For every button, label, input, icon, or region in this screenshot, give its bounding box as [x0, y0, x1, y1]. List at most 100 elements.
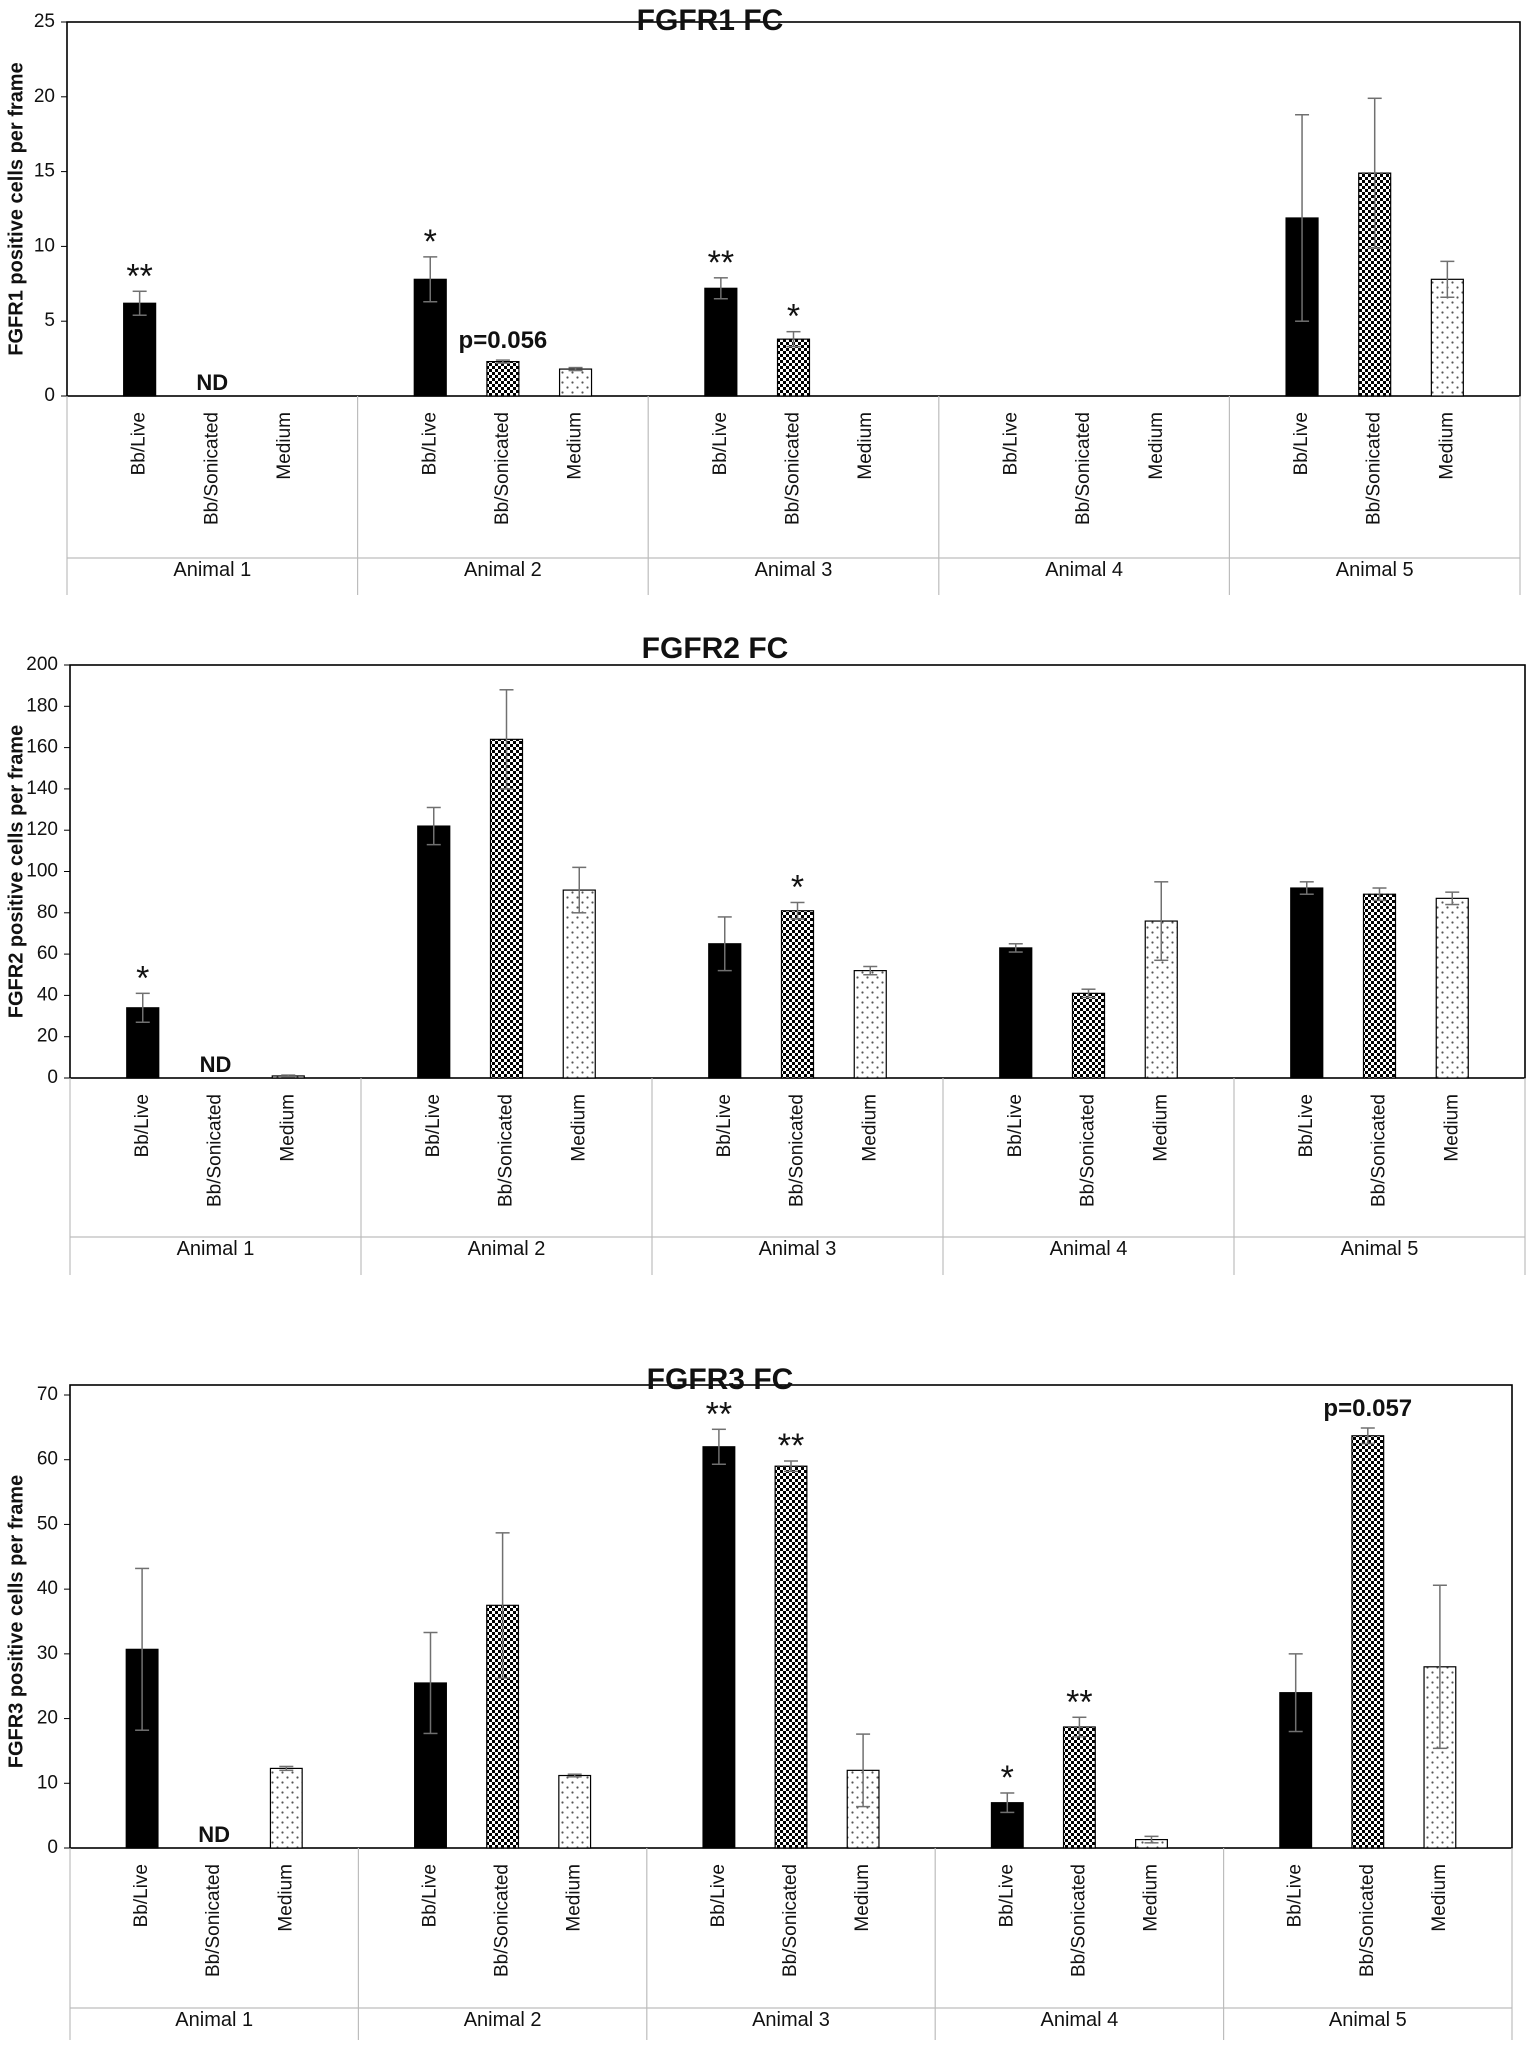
- condition-tick-label: Medium: [275, 1864, 296, 1932]
- y-tick-label: 30: [37, 1643, 58, 1664]
- significance-star: **: [708, 244, 734, 282]
- y-tick-label: 20: [37, 1026, 58, 1047]
- annotation-note: p=0.056: [459, 327, 548, 354]
- condition-tick-label: Bb/Live: [1000, 412, 1021, 475]
- y-tick-label: 40: [37, 1578, 58, 1599]
- condition-tick-label: Bb/Live: [1285, 1864, 1306, 1927]
- condition-tick-label: Bb/Sonicated: [496, 1094, 517, 1207]
- condition-tick-label: Bb/Sonicated: [780, 1864, 801, 1977]
- condition-tick-label: Medium: [274, 412, 295, 480]
- significance-star: **: [706, 1395, 732, 1433]
- condition-tick-label: Medium: [1150, 1094, 1171, 1162]
- condition-tick-label: Medium: [1436, 412, 1457, 480]
- y-tick-label: 200: [26, 654, 58, 675]
- condition-tick-label: Medium: [859, 1094, 880, 1162]
- bar-bb-live: [123, 302, 157, 397]
- annotation-note: p=0.057: [1323, 1395, 1412, 1422]
- bar-medium: [558, 1774, 592, 1849]
- bar-medium: [562, 889, 596, 1079]
- group-label: Animal 4: [1045, 559, 1123, 581]
- condition-tick-label: Bb/Sonicated: [203, 1864, 224, 1977]
- bar-medium: [853, 970, 887, 1079]
- y-tick-label: 60: [37, 943, 58, 964]
- bar-medium: [558, 368, 593, 397]
- condition-tick-label: Bb/Live: [708, 1864, 729, 1927]
- group-label: Animal 5: [1336, 559, 1414, 581]
- condition-tick-label: Medium: [855, 412, 876, 480]
- y-tick-label: 20: [34, 86, 55, 107]
- y-axis-label: FGFR3 positive cells per frame: [5, 1475, 27, 1768]
- significance-star: *: [1001, 1759, 1014, 1797]
- condition-tick-label: Medium: [564, 1864, 585, 1932]
- fgfr1-chart: FGFR1 FC 0 5 10 15 20 25 FGFR1 positive cells p…: [5, 4, 1521, 595]
- not-detected-label: ND: [198, 1822, 230, 1847]
- y-tick-label: 120: [26, 819, 58, 840]
- bar-medium: [1435, 897, 1469, 1079]
- bar-bb-live: [999, 947, 1033, 1079]
- group-label: Animal 1: [175, 2009, 253, 2031]
- y-tick-label: 10: [34, 235, 55, 256]
- group-label: Animal 3: [752, 2009, 830, 2031]
- bar-bb-sonicated: [780, 910, 815, 1079]
- y-tick-label: 140: [26, 778, 58, 799]
- group-label: Animal 3: [755, 559, 833, 581]
- bar-bb-sonicated: [774, 1465, 808, 1849]
- y-tick-label: 25: [34, 11, 55, 32]
- condition-tick-label: Medium: [568, 1094, 589, 1162]
- y-tick-label: 10: [37, 1772, 58, 1793]
- bar-bb-live: [704, 287, 738, 397]
- condition-tick-label: Medium: [852, 1864, 873, 1932]
- condition-tick-label: Bb/Sonicated: [787, 1094, 808, 1207]
- y-tick-label: 40: [37, 984, 58, 1005]
- chart-title: FGFR2 FC: [642, 632, 789, 665]
- condition-tick-label: Bb/Sonicated: [1364, 412, 1385, 525]
- group-label: Animal 1: [177, 1238, 255, 1260]
- y-tick-label: 15: [34, 161, 55, 182]
- condition-tick-label: Bb/Live: [1291, 412, 1312, 475]
- condition-tick-label: Medium: [277, 1094, 298, 1162]
- y-axis-label: FGFR1 positive cells per frame: [5, 62, 27, 355]
- condition-tick-label: Bb/Live: [714, 1094, 735, 1157]
- y-tick-label: 100: [26, 861, 58, 882]
- condition-tick-label: Bb/Sonicated: [1357, 1864, 1378, 1977]
- fgfr2-chart: FGFR2 FC 0 20 40 60 80 100 120 140 160 180 200 FGFR2…: [5, 632, 1526, 1275]
- condition-tick-label: Bb/Live: [419, 412, 440, 475]
- condition-tick-label: Bb/Sonicated: [201, 412, 222, 525]
- not-detected-label: ND: [196, 370, 228, 395]
- condition-tick-label: Bb/Sonicated: [492, 412, 513, 525]
- significance-star: *: [136, 959, 149, 997]
- y-tick-label: 60: [37, 1449, 58, 1470]
- bar-bb-live: [702, 1446, 736, 1849]
- condition-tick-label: Bb/Sonicated: [205, 1094, 226, 1207]
- chart-title: FGFR3 FC: [647, 1363, 794, 1396]
- bar-medium: [1430, 278, 1464, 397]
- group-label: Animal 4: [1040, 2009, 1118, 2031]
- bar-bb-live: [413, 278, 447, 397]
- y-tick-label: 5: [44, 310, 55, 331]
- condition-tick-label: Bb/Sonicated: [1369, 1094, 1390, 1207]
- group-label: Animal 2: [464, 559, 542, 581]
- condition-tick-label: Bb/Live: [996, 1864, 1017, 1927]
- y-tick-label: 0: [47, 1067, 58, 1088]
- chart-title: FGFR1 FC: [637, 4, 784, 37]
- condition-tick-label: Medium: [1429, 1864, 1450, 1932]
- bar-bb-sonicated: [1351, 1435, 1385, 1849]
- y-tick-label: 0: [44, 385, 55, 406]
- significance-star: **: [126, 257, 152, 295]
- bar-bb-sonicated: [486, 360, 520, 397]
- condition-tick-label: Bb/Live: [710, 412, 731, 475]
- bar-bb-sonicated: [1362, 893, 1397, 1079]
- y-tick-label: 50: [37, 1513, 58, 1534]
- condition-tick-label: Bb/Live: [131, 1864, 152, 1927]
- condition-tick-label: Bb/Sonicated: [492, 1864, 513, 1977]
- y-tick-label: 80: [37, 902, 58, 923]
- condition-tick-label: Medium: [1141, 1864, 1162, 1932]
- group-label: Animal 2: [468, 1238, 546, 1260]
- group-label: Animal 5: [1341, 1238, 1419, 1260]
- significance-star: **: [1066, 1683, 1092, 1721]
- condition-tick-label: Bb/Live: [423, 1094, 444, 1157]
- significance-star: *: [787, 298, 800, 336]
- y-tick-label: 160: [26, 737, 58, 758]
- bar-bb-sonicated: [1071, 992, 1106, 1079]
